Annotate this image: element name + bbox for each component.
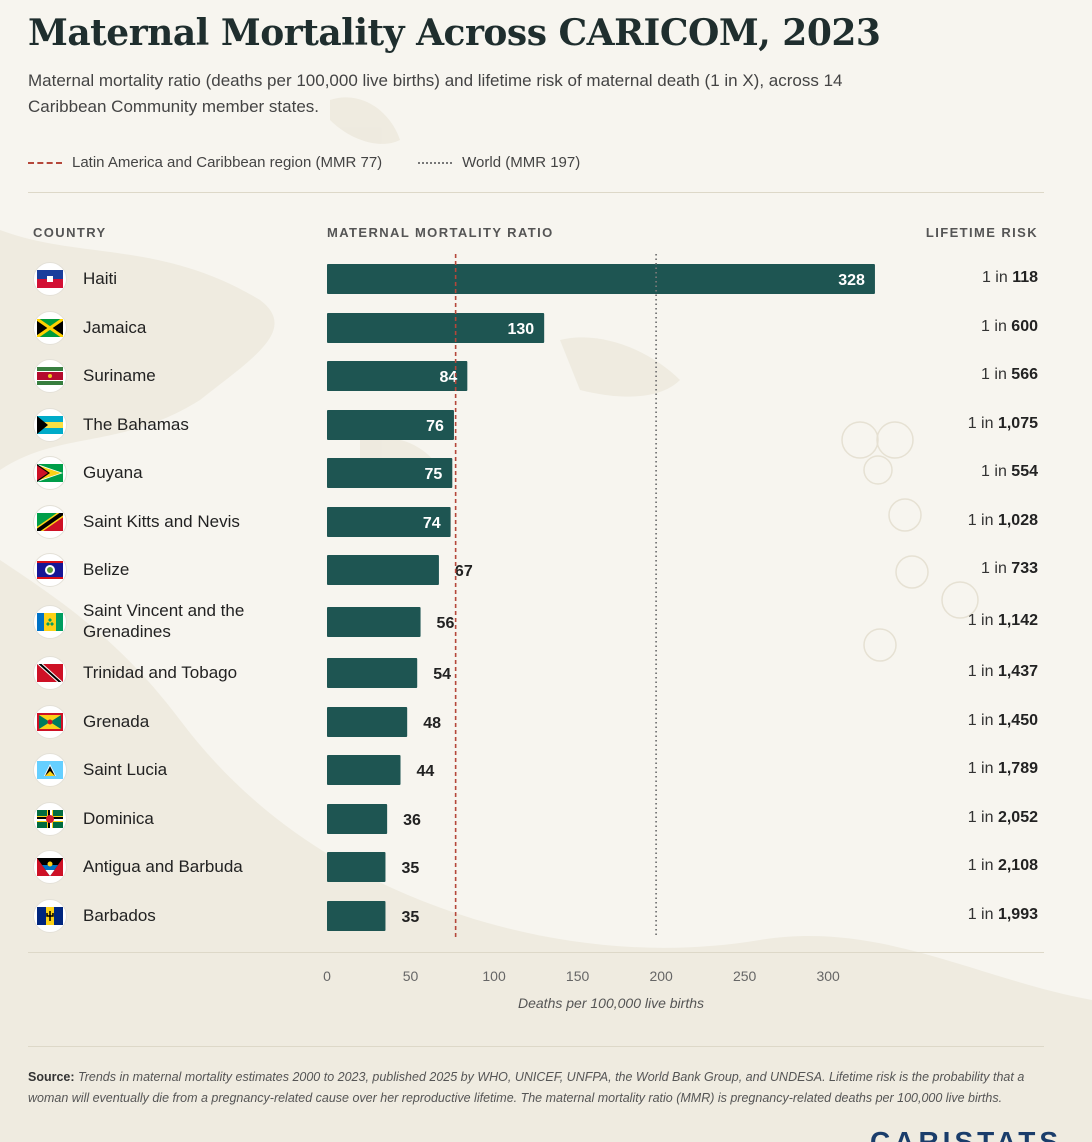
country-name: Dominica <box>83 809 154 828</box>
header-divider <box>28 192 1044 193</box>
country-name: Suriname <box>83 366 156 385</box>
table-row: Belize 1 in 733 <box>0 545 1092 593</box>
saint-vincent-flag-icon <box>33 605 67 639</box>
lifetime-risk-value: 1 in 1,028 <box>967 512 1038 529</box>
axis-divider <box>28 952 1044 953</box>
legend-label-world: World (MMR 197) <box>462 154 581 171</box>
lifetime-risk-value: 1 in 1,075 <box>967 415 1038 432</box>
dashed-line-swatch <box>28 161 62 164</box>
grenada-flag-icon <box>33 705 67 739</box>
table-row: The Bahamas 1 in 1,075 <box>0 400 1092 448</box>
saint-kitts-flag-icon <box>33 505 67 539</box>
bahamas-flag-icon <box>33 408 67 442</box>
column-header-risk: LIFETIME RISK <box>925 225 1038 240</box>
table-row: Dominica 1 in 2,052 <box>0 794 1092 842</box>
saint-lucia-flag-icon <box>33 753 67 787</box>
lifetime-risk-value: 1 in 554 <box>981 463 1038 480</box>
x-axis-label: Deaths per 100,000 live births <box>518 995 704 1011</box>
table-row: Saint Lucia 1 in 1,789 <box>0 745 1092 793</box>
country-name: Haiti <box>83 269 118 288</box>
country-name: Saint Lucia <box>83 760 168 779</box>
country-name: The Bahamas <box>83 415 189 434</box>
lifetime-risk-value: 1 in 600 <box>981 318 1038 335</box>
source-note: Source: Trends in maternal mortality est… <box>28 1067 1048 1109</box>
table-row: Antigua and Barbuda 1 in 2,108 <box>0 842 1092 890</box>
trinidad-flag-icon <box>33 656 67 690</box>
country-name: Antigua and Barbuda <box>83 857 243 876</box>
country-name: Trinidad and Tobago <box>83 663 238 682</box>
haiti-flag-icon <box>33 262 67 296</box>
table-row: Trinidad and Tobago 1 in 1,437 <box>0 648 1092 696</box>
lifetime-risk-value: 1 in 1,142 <box>967 612 1038 629</box>
country-name: Barbados <box>83 906 156 925</box>
page-subtitle: Maternal mortality ratio (deaths per 100… <box>28 71 843 116</box>
legend-item-lac: Latin America and Caribbean region (MMR … <box>28 154 382 171</box>
lifetime-risk-value: 1 in 1,993 <box>967 906 1038 923</box>
legend-label-lac: Latin America and Caribbean region (MMR … <box>72 154 383 171</box>
column-header-country: COUNTRY <box>33 225 107 240</box>
brand-logo: CARISTATS <box>870 1126 1063 1142</box>
lifetime-risk-value: 1 in 1,437 <box>967 663 1038 680</box>
chart-legend: Latin America and Caribbean region (MMR … <box>28 154 616 171</box>
country-name: Belize <box>83 560 130 579</box>
dominica-flag-icon <box>33 802 67 836</box>
column-header-mmr: MATERNAL MORTALITY RATIO <box>327 225 554 240</box>
table-row: Barbados 1 in 1,993 <box>0 891 1092 939</box>
country-name: Grenada <box>83 712 150 731</box>
country-name: Guyana <box>83 463 143 482</box>
jamaica-flag-icon <box>33 311 67 345</box>
suriname-flag-icon <box>33 359 67 393</box>
table-row: Guyana 1 in 554 <box>0 448 1092 496</box>
lifetime-risk-value: 1 in 1,789 <box>967 760 1038 777</box>
lifetime-risk-value: 1 in 118 <box>981 269 1038 286</box>
belize-flag-icon <box>33 553 67 587</box>
page-title: Maternal Mortality Across CARICOM, 2023 <box>28 12 881 54</box>
country-name: Jamaica <box>83 318 147 337</box>
guyana-flag-icon <box>33 456 67 490</box>
lifetime-risk-value: 1 in 2,052 <box>967 809 1038 826</box>
lifetime-risk-value: 1 in 2,108 <box>967 857 1038 874</box>
dotted-line-swatch <box>418 161 453 164</box>
country-name: Saint Kitts and Nevis <box>83 512 240 531</box>
antigua-flag-icon <box>33 850 67 884</box>
source-label: Source: <box>28 1070 75 1084</box>
lifetime-risk-value: 1 in 1,450 <box>967 712 1038 729</box>
table-row: Saint Kitts and Nevis 1 in 1,028 <box>0 497 1092 545</box>
legend-item-world: World (MMR 197) <box>418 154 580 171</box>
source-text: Trends in maternal mortality estimates 2… <box>28 1070 1025 1105</box>
table-row: Jamaica 1 in 600 <box>0 303 1092 351</box>
lifetime-risk-value: 1 in 733 <box>981 560 1038 577</box>
table-row: Haiti 1 in 118 <box>0 254 1092 302</box>
table-row: Saint Vincent and the Grenadines 1 in 1,1… <box>0 597 1092 645</box>
country-name: Saint Vincent and the Grenadines <box>83 601 245 641</box>
footer-divider <box>28 1046 1044 1047</box>
barbados-flag-icon <box>33 899 67 933</box>
lifetime-risk-value: 1 in 566 <box>981 366 1038 383</box>
table-row: Grenada 1 in 1,450 <box>0 697 1092 745</box>
table-row: Suriname 1 in 566 <box>0 351 1092 399</box>
